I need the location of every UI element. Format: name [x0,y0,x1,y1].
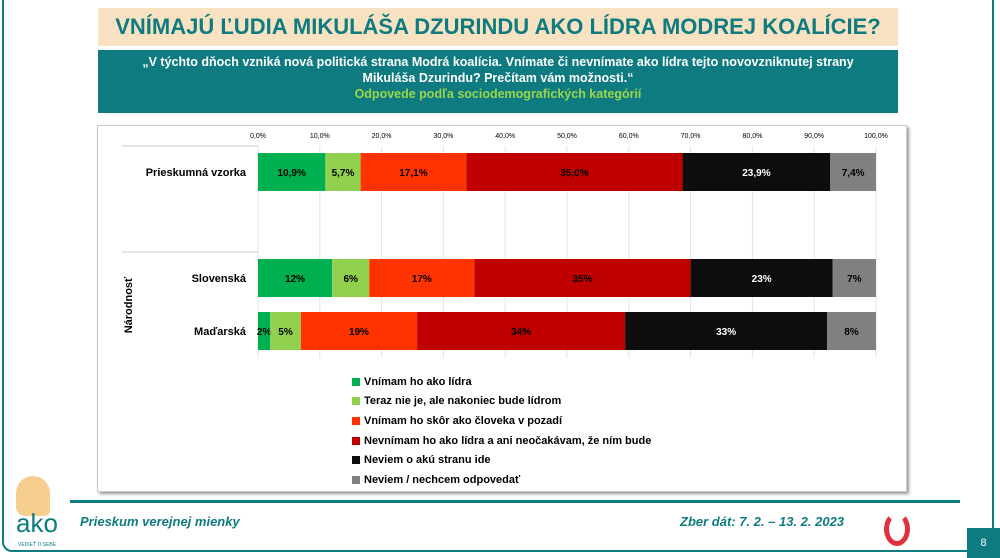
legend-swatch [352,416,360,425]
legend-label: Vnímam ho skôr ako človeka v pozadí [364,414,563,427]
bar-segment [466,153,683,191]
legend-item: Vnímam ho ako lídra [352,372,651,392]
footer-divider [70,500,960,503]
bar-segment [827,312,876,350]
tick-label: 40,0% [495,133,515,140]
data-label: 17% [412,274,432,285]
legend-item: Teraz nie je, ale nakoniec bude lídrom [352,392,651,412]
legend-swatch [352,456,360,465]
legend-swatch [352,436,360,445]
legend-item: Neviem / nechcem odpovedať [352,470,651,490]
bar-segment [625,312,828,350]
data-label: 23,9% [742,168,770,179]
bar-segment [258,312,271,350]
tick-label: 70,0% [681,133,701,140]
page-title: VNÍMAJÚ ĽUDIA MIKULÁŠA DZURINDU AKO LÍDR… [98,8,898,46]
bar-segment [417,312,626,350]
legend-item: Vnímam ho skôr ako človeka v pozadí [352,411,651,431]
tick-label: 30,0% [433,133,453,140]
data-label: 35,0% [560,168,588,179]
data-label: 12% [285,274,305,285]
bar-segment [360,153,467,191]
bar-segment [258,153,326,191]
logo-tagline: VEDIEŤ O SEBE [18,542,57,548]
bar-segment [690,259,833,297]
data-label: 34% [511,327,531,338]
legend-swatch [352,475,360,484]
bar-segment [682,153,831,191]
footer-date: Zber dát: 7. 2. – 13. 2. 2023 [680,514,845,529]
tick-label: 60,0% [619,133,639,140]
data-label: 6% [343,274,358,285]
spiral-logo-icon [884,512,910,546]
bar-segment [270,312,301,350]
question-text: „V týchto dňoch vzniká nová politická st… [142,55,854,85]
legend-swatch [352,397,360,406]
tick-label: 90,0% [804,133,824,140]
tick-label: 0,0% [250,133,266,140]
legend-item: Neviem o akú stranu ide [352,450,651,470]
group-label: Národnosť [123,276,135,333]
bar-segment [325,153,361,191]
bar-segment [474,259,691,297]
data-label: 5% [278,327,293,338]
legend-label: Teraz nie je, ale nakoniec bude lídrom [364,395,562,408]
tick-label: 50,0% [557,133,577,140]
bar-segment [332,259,370,297]
tick-label: 80,0% [742,133,762,140]
tick-label: 100,0% [864,133,888,140]
bar-segment [369,259,475,297]
data-label: 2% [257,327,272,338]
footer-survey-label: Prieskum verejnej mienky [80,514,240,529]
data-label: 7% [847,274,862,285]
question-box: „V týchto dňoch vzniká nová politická st… [98,50,898,113]
tick-label: 10,0% [310,133,330,140]
category-label: Maďarská [194,326,247,338]
legend: Vnímam ho ako lídra Teraz nie je, ale nak… [352,372,651,490]
bar-segment [258,259,333,297]
logo-text: ako [16,508,58,538]
tick-label: 20,0% [372,133,392,140]
ako-logo: ako VEDIEŤ O SEBE [10,474,70,554]
legend-label: Neviem / nechcem odpovedať [364,473,521,486]
question-subtitle: Odpovede podľa sociodemografických kateg… [354,87,642,101]
legend-label: Nevnímam ho ako lídra a ani neočakávam, … [364,434,652,447]
data-label: 23% [752,274,772,285]
data-label: 17,1% [399,168,427,179]
page-number: 8 [967,528,1000,558]
data-label: 10,9% [278,168,306,179]
data-label: 7,4% [842,168,865,179]
bar-segment [832,259,876,297]
data-label: 35% [572,274,592,285]
category-label: Slovenská [192,273,247,285]
data-label: 5,7% [332,168,355,179]
bar-segment [300,312,418,350]
legend-swatch [352,377,360,386]
category-label: Prieskumná vzorka [146,167,247,179]
legend-item: Nevnímam ho ako lídra a ani neočakávam, … [352,431,651,451]
bar-segment [830,153,876,191]
legend-label: Vnímam ho ako lídra [364,375,472,388]
data-label: 8% [844,327,859,338]
data-label: 33% [716,327,736,338]
data-label: 19% [349,327,369,338]
legend-label: Neviem o akú stranu ide [364,454,491,467]
